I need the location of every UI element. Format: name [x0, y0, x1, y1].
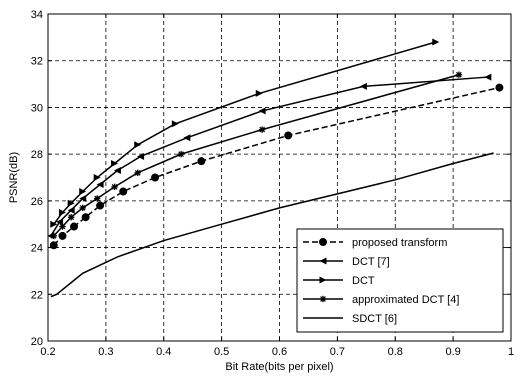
legend-label: DCT: [352, 275, 375, 287]
data-point: [258, 107, 266, 115]
y-tick-label: 20: [31, 336, 43, 348]
y-tick-label: 30: [31, 102, 43, 114]
legend-marker: [319, 257, 327, 265]
legend-label: proposed transform: [352, 237, 447, 249]
data-point: [177, 150, 185, 158]
data-point: [50, 232, 57, 240]
legend-entry: approximated DCT [4]: [303, 294, 459, 306]
series-line: [53, 74, 460, 237]
y-tick-label: 32: [31, 56, 43, 68]
data-point: [58, 231, 67, 240]
x-tick-label: 0.7: [330, 346, 345, 358]
axes: 0.2 0.3 0.4 0.5 0.6 0.7 0.8 0.9 1 20 22 24 26 28 30 32 3…: [31, 9, 514, 358]
x-tick-label: 1: [508, 346, 514, 358]
legend-marker: [319, 238, 327, 246]
legend: proposed transform DCT [7] DCT approximated…: [296, 228, 504, 333]
data-point: [359, 82, 367, 90]
data-point: [484, 73, 492, 81]
legend-label: SDCT [6]: [352, 313, 397, 325]
data-point: [58, 209, 66, 217]
series-line: [50, 152, 494, 298]
series-4: [50, 71, 463, 240]
data-point: [56, 218, 64, 226]
x-tick-label: 0.6: [272, 346, 287, 358]
data-point: [134, 141, 142, 149]
data-point: [258, 126, 266, 133]
data-point: [79, 188, 87, 196]
x-tick-label: 0.8: [388, 346, 403, 358]
data-point: [495, 83, 504, 92]
series-layer: [47, 38, 504, 298]
data-point: [96, 181, 104, 189]
y-tick-label: 34: [31, 9, 43, 21]
y-tick-label: 24: [31, 243, 43, 255]
data-point: [67, 199, 75, 207]
series-3: [50, 38, 440, 228]
y-tick-label: 26: [31, 196, 43, 208]
data-point: [134, 169, 141, 177]
legend-entry: DCT: [303, 275, 375, 287]
x-tick-label: 0.4: [156, 346, 171, 358]
series-line: [53, 41, 436, 225]
series-line: [53, 86, 500, 246]
series-1: [49, 83, 504, 250]
x-axis-label: Bit Rate(bits per pixel): [225, 361, 333, 373]
data-point: [111, 183, 118, 191]
legend-marker: [319, 295, 327, 303]
y-tick-label: 22: [31, 289, 43, 301]
data-point: [67, 214, 75, 221]
x-tick-label: 0.2: [40, 346, 55, 358]
data-point: [70, 222, 79, 231]
data-point: [93, 195, 101, 202]
data-point: [79, 204, 86, 212]
data-point: [96, 201, 105, 210]
data-point: [59, 223, 66, 230]
data-point: [171, 120, 179, 128]
y-tick-label: 28: [31, 149, 43, 161]
x-tick-label: 0.9: [445, 346, 460, 358]
legend-label: DCT [7]: [352, 256, 390, 268]
data-point: [49, 241, 58, 250]
data-point: [113, 166, 121, 174]
data-point: [111, 159, 119, 167]
data-point: [455, 71, 463, 78]
data-point: [255, 89, 263, 97]
data-point: [67, 206, 75, 214]
y-axis-label: PSNR(dB): [8, 152, 20, 203]
legend-entry: proposed transform: [303, 237, 447, 249]
legend-entry: DCT [7]: [303, 256, 390, 268]
legend-marker: [319, 276, 327, 284]
data-point: [79, 195, 87, 203]
legend-entry: SDCT [6]: [303, 313, 397, 325]
x-tick-label: 0.3: [98, 346, 113, 358]
data-point: [284, 131, 293, 140]
data-point: [137, 152, 145, 160]
data-point: [119, 187, 128, 196]
data-point: [432, 38, 440, 46]
data-point: [197, 157, 206, 166]
data-point: [183, 134, 191, 142]
data-point: [81, 213, 90, 222]
series-5: [50, 152, 494, 298]
data-point: [93, 174, 101, 181]
legend-label: approximated DCT [4]: [352, 294, 459, 306]
x-tick-label: 0.5: [214, 346, 229, 358]
data-point: [50, 220, 58, 228]
data-point: [151, 173, 160, 182]
